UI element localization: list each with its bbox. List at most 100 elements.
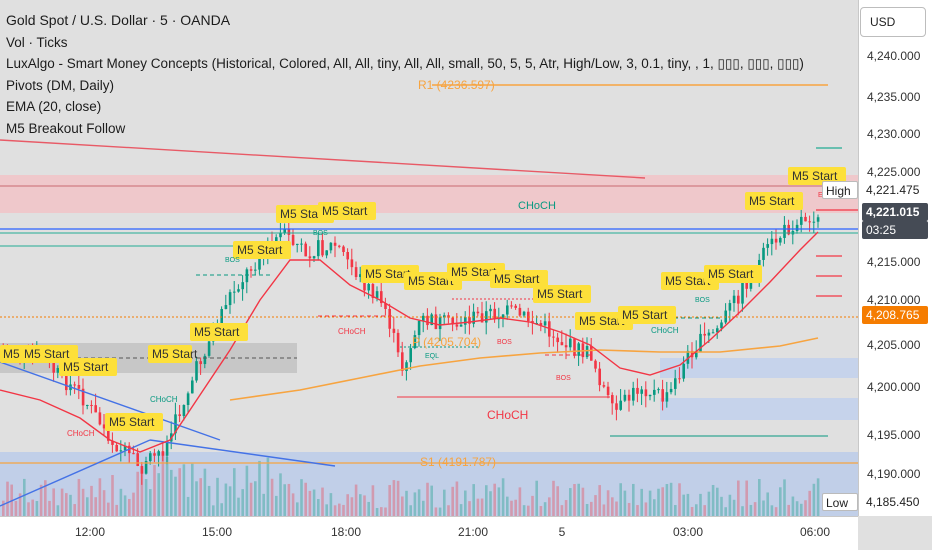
volume-bar [321, 487, 324, 516]
candle-body [392, 328, 396, 333]
candle-body [233, 291, 236, 293]
bos-label: BOS [556, 375, 571, 382]
volume-bar [144, 479, 148, 516]
candle-body [182, 404, 186, 417]
candle-body [279, 233, 282, 238]
volume-bar [501, 478, 505, 516]
candle-body [632, 387, 635, 401]
candle-body [241, 282, 244, 290]
volume-bar [598, 485, 601, 516]
price-chart[interactable]: M5 Start M5 Start M5 Start M5 Start M5 S… [0, 0, 858, 516]
candle-body [552, 336, 555, 338]
volume-bar [426, 482, 429, 516]
candle-body [564, 345, 568, 348]
candle-body [195, 361, 198, 381]
candle-body [115, 444, 118, 452]
volume-bar [417, 489, 421, 516]
candle-body [434, 314, 438, 330]
price-tick: 4,215.000 [867, 255, 921, 269]
volume-bar [350, 497, 354, 516]
volume-bar [186, 496, 190, 516]
candle-body [657, 389, 660, 391]
volume-bar [602, 504, 606, 516]
volume-bar [128, 498, 131, 516]
volume-bar [203, 468, 207, 516]
candle-body [165, 441, 169, 456]
candle-body [485, 311, 488, 323]
indicator-pivots[interactable]: Pivots (DM, Daily) [6, 77, 115, 93]
blue-trend-2 [0, 439, 151, 507]
volume-bar [590, 501, 593, 516]
alert-price-label: 4,208.765 [862, 306, 928, 324]
candle-body [745, 281, 748, 289]
sloping-red-line [0, 139, 646, 179]
m5-label: M5 Start [190, 323, 248, 341]
volume-bar [52, 488, 55, 516]
candle-body [245, 269, 249, 283]
volume-bar [401, 496, 404, 516]
volume-bar [140, 467, 144, 516]
time-tick: 15:00 [201, 525, 233, 539]
volume-bar [258, 460, 261, 516]
candle-body [590, 346, 593, 361]
volume-bar [241, 489, 244, 516]
indicator-m5-breakout[interactable]: M5 Breakout Follow [6, 120, 126, 136]
volume-bar [123, 495, 127, 516]
candle-body [489, 308, 492, 312]
price-tick: 4,240.000 [867, 49, 921, 63]
volume-bar [388, 485, 391, 516]
candle-body [560, 342, 564, 346]
volume-bar [359, 494, 362, 516]
indicator-ema[interactable]: EMA (20, close) [6, 99, 102, 114]
volume-bar [111, 475, 114, 516]
time-axis[interactable]: 12:00 15:00 18:00 21:00 5 03:00 06:00 [0, 516, 858, 550]
volume-bar [753, 502, 757, 516]
volume-bar [207, 485, 211, 516]
volume-bars [2, 452, 820, 516]
volume-bar [371, 485, 375, 516]
volume-bar [409, 505, 412, 516]
volume-bar [661, 487, 664, 516]
candle-body [669, 388, 673, 393]
volume-bar [56, 505, 60, 516]
candle-body [321, 240, 324, 256]
candle-body [375, 291, 379, 299]
candle-body [228, 292, 232, 306]
volume-bar [779, 487, 782, 516]
volume-bar [611, 497, 614, 516]
volume-bar [682, 494, 685, 516]
candle-body [686, 350, 690, 364]
volume-bar [216, 477, 219, 516]
symbol-title[interactable]: Gold Spot / U.S. Dollar · 5 · OANDA [6, 12, 231, 28]
m5-label: M5 Start [318, 202, 376, 220]
volume-bar [157, 473, 160, 516]
price-tick: 4,195.000 [867, 428, 921, 442]
volume-bar [237, 497, 240, 516]
currency-button[interactable]: USD [860, 7, 926, 37]
volume-bar [275, 495, 278, 516]
indicator-smart-money-concepts[interactable]: LuxAlgo - Smart Money Concepts (Historic… [6, 56, 804, 71]
candle-body [199, 361, 202, 365]
m5-label-text: M5 Start [451, 265, 497, 279]
volume-bar [539, 506, 543, 516]
candle-body [611, 395, 614, 404]
candle-body [661, 389, 664, 402]
volume-bar [434, 507, 438, 516]
indicator-volume[interactable]: Vol · Ticks [6, 34, 68, 50]
candle-body [522, 311, 526, 316]
volume-bar [44, 480, 47, 516]
candle-body [615, 403, 618, 410]
volume-bar [354, 484, 358, 516]
candle-body [812, 221, 816, 223]
volume-bar [363, 495, 366, 516]
volume-bar [98, 478, 102, 516]
candle-body [346, 252, 349, 260]
candle-body [518, 307, 522, 316]
price-axis[interactable]: 4,240.000 4,235.000 4,230.000 4,225.000 … [858, 0, 932, 516]
m5-label-text: M5 Start [622, 308, 668, 322]
bos-label: BOS [225, 257, 240, 264]
volume-bar [342, 504, 345, 516]
pivot-r1-label: R1 (4236.597) [418, 78, 495, 92]
volume-bar [665, 484, 669, 516]
volume-bar [413, 492, 417, 516]
